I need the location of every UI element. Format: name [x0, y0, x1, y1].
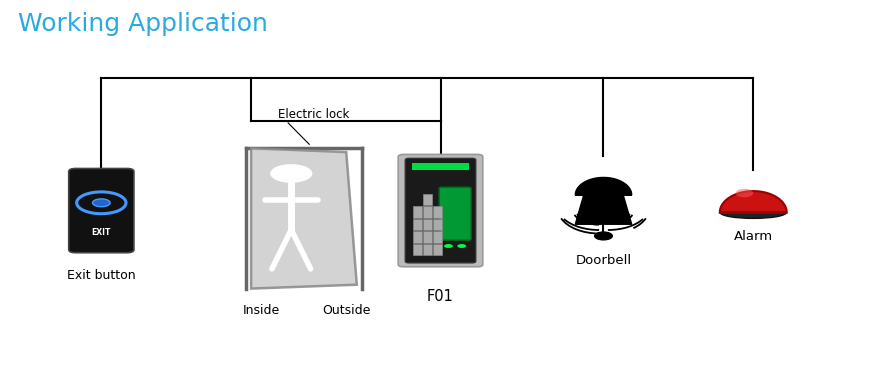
- Circle shape: [444, 244, 453, 248]
- Bar: [413, 231, 421, 243]
- Bar: [433, 219, 441, 230]
- Bar: [423, 231, 432, 243]
- Text: F01: F01: [427, 289, 454, 303]
- Bar: [423, 244, 432, 255]
- Circle shape: [595, 232, 612, 240]
- FancyBboxPatch shape: [405, 158, 476, 263]
- Ellipse shape: [736, 189, 753, 197]
- Bar: [412, 163, 469, 170]
- Ellipse shape: [720, 207, 786, 218]
- Circle shape: [93, 199, 110, 207]
- Bar: [423, 219, 432, 230]
- Bar: [433, 231, 441, 243]
- Circle shape: [270, 164, 313, 183]
- Text: Electric lock: Electric lock: [278, 108, 349, 121]
- FancyBboxPatch shape: [398, 154, 483, 267]
- Circle shape: [457, 244, 466, 248]
- Polygon shape: [575, 195, 632, 224]
- Text: Alarm: Alarm: [734, 230, 773, 243]
- FancyBboxPatch shape: [439, 187, 471, 240]
- Polygon shape: [251, 148, 357, 289]
- Text: Outside: Outside: [322, 304, 370, 317]
- Bar: [423, 206, 432, 218]
- FancyBboxPatch shape: [69, 168, 134, 253]
- Text: Inside: Inside: [243, 304, 280, 317]
- Text: EXIT: EXIT: [92, 227, 111, 237]
- Bar: [423, 193, 432, 205]
- Bar: [413, 206, 421, 218]
- Text: Exit button: Exit button: [67, 269, 136, 282]
- Text: Doorbell: Doorbell: [575, 254, 632, 266]
- Bar: [433, 244, 441, 255]
- Bar: [413, 244, 421, 255]
- Polygon shape: [720, 191, 787, 213]
- Polygon shape: [575, 177, 632, 195]
- Text: Working Application: Working Application: [18, 12, 268, 36]
- Bar: [433, 206, 441, 218]
- Bar: [413, 219, 421, 230]
